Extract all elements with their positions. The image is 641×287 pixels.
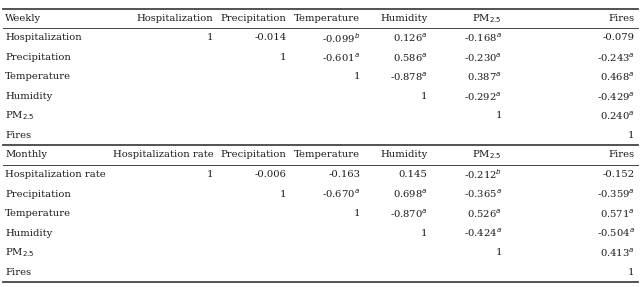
Text: Precipitation: Precipitation (5, 53, 71, 62)
Text: Temperature: Temperature (294, 14, 360, 23)
Text: Fires: Fires (5, 267, 31, 277)
Text: -0.359$^{a}$: -0.359$^{a}$ (597, 188, 635, 200)
Text: 0.571$^{a}$: 0.571$^{a}$ (600, 207, 635, 220)
Text: Temperature: Temperature (5, 72, 71, 82)
Text: Fires: Fires (608, 14, 635, 23)
Text: -0.601$^{a}$: -0.601$^{a}$ (322, 51, 360, 64)
Text: 1: 1 (280, 53, 287, 62)
Text: 0.145: 0.145 (399, 170, 428, 179)
Text: 1: 1 (628, 131, 635, 140)
Text: Humidity: Humidity (5, 92, 53, 101)
Text: 0.240$^{a}$: 0.240$^{a}$ (600, 110, 635, 122)
Text: Humidity: Humidity (5, 228, 53, 238)
Text: -0.152: -0.152 (603, 170, 635, 179)
Text: -0.365$^{a}$: -0.365$^{a}$ (464, 188, 502, 200)
Text: Precipitation: Precipitation (221, 150, 287, 160)
Text: Precipitation: Precipitation (5, 189, 71, 199)
Text: -0.168$^{a}$: -0.168$^{a}$ (464, 32, 502, 44)
Text: 0.413$^{a}$: 0.413$^{a}$ (600, 246, 635, 259)
Text: 0.126$^{a}$: 0.126$^{a}$ (393, 32, 428, 44)
Text: -0.079: -0.079 (603, 33, 635, 42)
Text: 0.526$^{a}$: 0.526$^{a}$ (467, 207, 502, 220)
Text: Hospitalization rate: Hospitalization rate (5, 170, 106, 179)
Text: -0.429$^{a}$: -0.429$^{a}$ (597, 90, 635, 103)
Text: 1: 1 (495, 248, 502, 257)
Text: PM$_{2.5}$: PM$_{2.5}$ (5, 110, 35, 122)
Text: -0.230$^{a}$: -0.230$^{a}$ (464, 51, 502, 64)
Text: -0.212$^{b}$: -0.212$^{b}$ (464, 168, 502, 181)
Text: -0.504$^{a}$: -0.504$^{a}$ (597, 227, 635, 239)
Text: 1: 1 (207, 33, 213, 42)
Text: -0.292$^{a}$: -0.292$^{a}$ (465, 90, 502, 103)
Text: Humidity: Humidity (380, 14, 428, 23)
Text: 1: 1 (280, 189, 287, 199)
Text: -0.099$^{b}$: -0.099$^{b}$ (322, 31, 360, 45)
Text: Hospitalization rate: Hospitalization rate (113, 150, 213, 160)
Text: 1: 1 (354, 72, 360, 82)
Text: 1: 1 (421, 92, 428, 101)
Text: 0.387$^{a}$: 0.387$^{a}$ (467, 71, 502, 83)
Text: Fires: Fires (5, 131, 31, 140)
Text: Humidity: Humidity (380, 150, 428, 160)
Text: -0.424$^{a}$: -0.424$^{a}$ (464, 227, 502, 239)
Text: 0.586$^{a}$: 0.586$^{a}$ (393, 51, 428, 64)
Text: -0.006: -0.006 (254, 170, 287, 179)
Text: Fires: Fires (608, 150, 635, 160)
Text: 1: 1 (354, 209, 360, 218)
Text: Hospitalization: Hospitalization (5, 33, 82, 42)
Text: Temperature: Temperature (294, 150, 360, 160)
Text: Hospitalization: Hospitalization (137, 14, 213, 23)
Text: -0.014: -0.014 (254, 33, 287, 42)
Text: Monthly: Monthly (5, 150, 47, 160)
Text: 0.468$^{a}$: 0.468$^{a}$ (600, 71, 635, 83)
Text: PM$_{2.5}$: PM$_{2.5}$ (5, 246, 35, 259)
Text: -0.670$^{a}$: -0.670$^{a}$ (322, 188, 360, 200)
Text: -0.870$^{a}$: -0.870$^{a}$ (390, 207, 428, 220)
Text: Temperature: Temperature (5, 209, 71, 218)
Text: PM$_{2.5}$: PM$_{2.5}$ (472, 12, 502, 25)
Text: Weekly: Weekly (5, 14, 41, 23)
Text: Precipitation: Precipitation (221, 14, 287, 23)
Text: -0.243$^{a}$: -0.243$^{a}$ (597, 51, 635, 64)
Text: 1: 1 (495, 111, 502, 121)
Text: 0.698$^{a}$: 0.698$^{a}$ (393, 188, 428, 200)
Text: 1: 1 (421, 228, 428, 238)
Text: -0.163: -0.163 (328, 170, 360, 179)
Text: 1: 1 (207, 170, 213, 179)
Text: 1: 1 (628, 267, 635, 277)
Text: -0.878$^{a}$: -0.878$^{a}$ (390, 71, 428, 83)
Text: PM$_{2.5}$: PM$_{2.5}$ (472, 149, 502, 161)
